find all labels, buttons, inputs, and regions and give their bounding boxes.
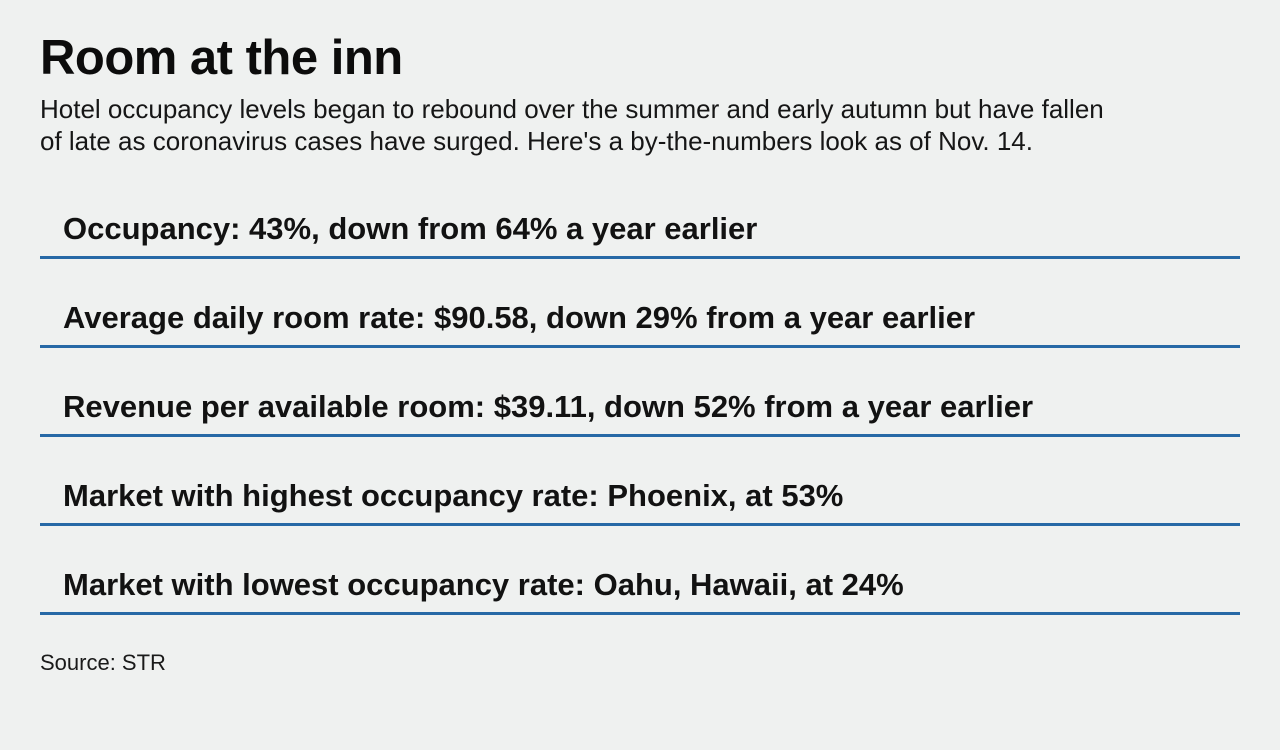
stat-row-daily-rate: Average daily room rate: $90.58, down 29… [40, 259, 1240, 348]
stat-text: Average daily room rate: $90.58, down 29… [63, 300, 976, 335]
page-subtitle: Hotel occupancy levels began to rebound … [40, 94, 1240, 157]
stat-row-revpar: Revenue per available room: $39.11, down… [40, 348, 1240, 437]
source-note: Source: STR [40, 650, 166, 675]
subtitle-line-1: Hotel occupancy levels began to rebound … [40, 94, 1104, 124]
stat-text: Revenue per available room: $39.11, down… [63, 389, 1034, 424]
stat-row-occupancy: Occupancy: 43%, down from 64% a year ear… [40, 170, 1240, 259]
stat-text: Market with lowest occupancy rate: Oahu,… [63, 567, 904, 602]
infographic: Room at the inn Hotel occupancy levels b… [0, 30, 1280, 676]
page-title: Room at the inn [40, 31, 403, 85]
stat-text: Occupancy: 43%, down from 64% a year ear… [63, 211, 758, 246]
stat-row-highest-market: Market with highest occupancy rate: Phoe… [40, 437, 1240, 526]
stat-text: Market with highest occupancy rate: Phoe… [63, 478, 844, 513]
subtitle-line-2: of late as coronavirus cases have surged… [40, 125, 1033, 156]
stat-row-lowest-market: Market with lowest occupancy rate: Oahu,… [40, 526, 1240, 615]
stats-list: Occupancy: 43%, down from 64% a year ear… [40, 170, 1240, 615]
